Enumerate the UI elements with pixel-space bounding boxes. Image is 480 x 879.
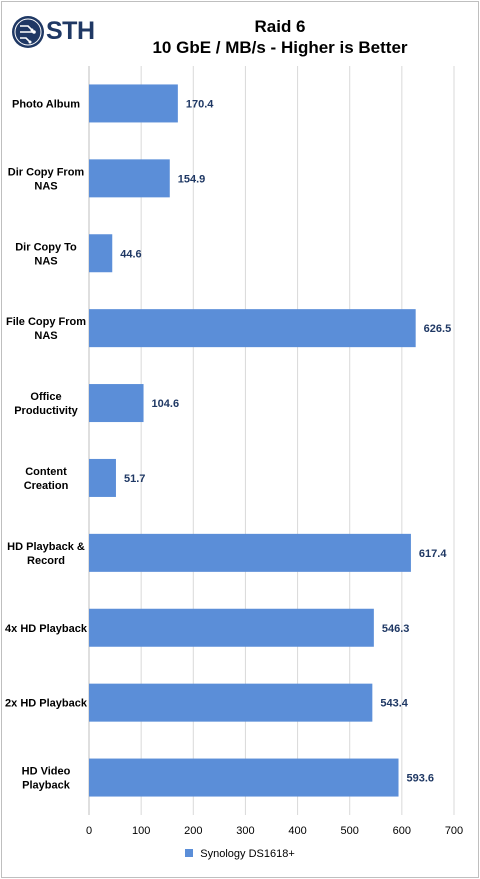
category-label-line: Productivity — [14, 405, 78, 417]
category-label: Office Productivity — [14, 391, 78, 417]
category-label-line: NAS — [34, 255, 57, 267]
data-label: 51.7 — [124, 473, 145, 485]
x-tick-label: 700 — [445, 825, 463, 837]
bar — [89, 159, 170, 198]
category-label-line: 2x HD Playback — [5, 698, 88, 710]
category-label-line: 4x HD Playback — [5, 623, 88, 635]
category-label: File Copy From NAS — [6, 316, 86, 342]
legend-swatch — [185, 849, 194, 858]
data-label: 104.6 — [152, 398, 180, 410]
x-tick-label: 200 — [184, 825, 202, 837]
bar — [89, 309, 416, 348]
legend: Synology DS1618+ — [0, 848, 480, 860]
data-label: 546.3 — [382, 623, 410, 635]
category-label: Dir Copy From NAS — [8, 166, 85, 192]
category-label-line: Playback — [22, 780, 71, 792]
bar — [89, 608, 374, 647]
category-label: HD Playback & Record — [7, 541, 85, 567]
x-tick-label: 100 — [132, 825, 150, 837]
data-label: 626.5 — [424, 323, 452, 335]
data-label: 543.4 — [380, 698, 408, 710]
x-tick-label: 600 — [393, 825, 411, 837]
bar — [89, 533, 411, 572]
category-label-line: Record — [27, 555, 65, 567]
bar — [89, 683, 373, 722]
x-tick-label: 0 — [86, 825, 92, 837]
chart-subtitle: 10 GbE / MB/s - Higher is Better — [152, 38, 408, 57]
legend-label: Synology DS1618+ — [200, 848, 295, 860]
category-label: Content Creation — [24, 466, 69, 492]
category-label-line: HD Video — [22, 766, 71, 778]
category-label: HD Video Playback — [22, 766, 71, 792]
category-label: Dir Copy To NAS — [15, 241, 77, 267]
sth-logo-icon — [12, 16, 44, 48]
data-label: 617.4 — [419, 548, 447, 560]
bar — [89, 458, 116, 497]
category-label: Photo Album — [12, 98, 80, 110]
data-label: 593.6 — [407, 773, 435, 785]
category-label-line: Office — [30, 391, 61, 403]
category-label-line: NAS — [34, 330, 57, 342]
x-tick-label: 300 — [236, 825, 254, 837]
category-label-line: Dir Copy From — [8, 166, 85, 178]
category-label-line: Content — [25, 466, 67, 478]
category-label-line: File Copy From — [6, 316, 86, 328]
x-tick-label: 500 — [341, 825, 359, 837]
category-label: 4x HD Playback — [5, 623, 88, 635]
data-label: 44.6 — [120, 248, 141, 260]
category-label: 2x HD Playback — [5, 698, 88, 710]
x-tick-label: 400 — [288, 825, 306, 837]
category-label-line: Photo Album — [12, 98, 80, 110]
category-label-line: Dir Copy To — [15, 241, 77, 253]
category-label-line: Creation — [24, 480, 69, 492]
data-label: 154.9 — [178, 173, 206, 185]
chart-title: Raid 6 — [254, 17, 306, 36]
data-label: 170.4 — [186, 98, 214, 110]
logo-text: STH — [46, 17, 95, 45]
category-label-line: NAS — [34, 180, 57, 192]
bar — [89, 84, 178, 123]
category-label-line: HD Playback & — [7, 541, 85, 553]
bar — [89, 758, 399, 797]
bar — [89, 234, 113, 273]
bar — [89, 384, 144, 423]
